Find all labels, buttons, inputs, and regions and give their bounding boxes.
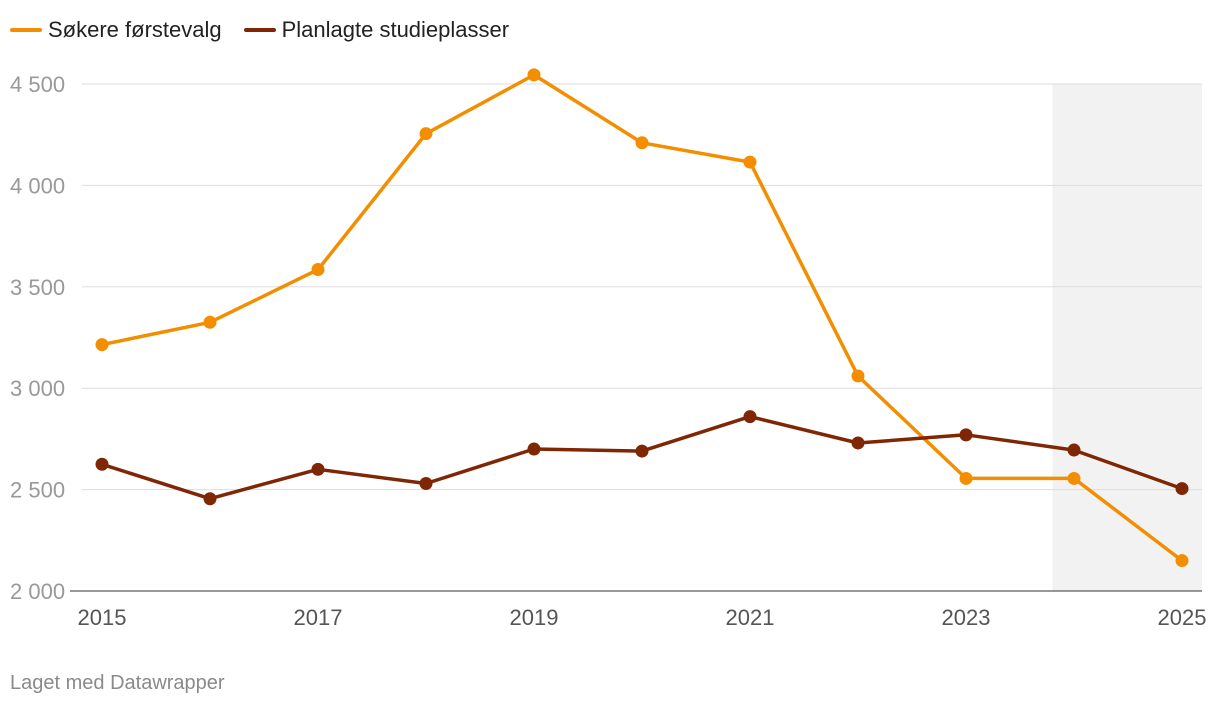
data-point-series-1 xyxy=(851,369,865,383)
y-tick-label: 3 500 xyxy=(10,275,65,300)
y-tick-label: 2 000 xyxy=(10,579,65,604)
data-point-series-1 xyxy=(203,315,217,329)
x-tick-label: 2015 xyxy=(78,605,127,630)
highlight-region xyxy=(1052,84,1202,591)
data-point-series-1 xyxy=(1067,471,1081,485)
y-tick-label: 2 500 xyxy=(10,478,65,503)
data-point-series-2 xyxy=(959,428,973,442)
data-point-series-1 xyxy=(527,68,541,82)
data-point-series-2 xyxy=(851,436,865,450)
x-tick-label: 2025 xyxy=(1158,605,1207,630)
data-point-series-2 xyxy=(635,444,649,458)
y-tick-label: 3 000 xyxy=(10,376,65,401)
legend-item-studieplasser: Planlagte studieplasser xyxy=(243,17,510,43)
legend-label-sokere: Søkere førstevalg xyxy=(48,17,222,42)
data-point-series-2 xyxy=(419,477,433,491)
x-tick-label: 2019 xyxy=(510,605,559,630)
data-point-series-2 xyxy=(203,492,217,506)
data-point-series-2 xyxy=(527,442,541,456)
x-tick-label: 2017 xyxy=(294,605,343,630)
data-point-series-2 xyxy=(311,462,325,476)
data-point-series-2 xyxy=(95,457,109,471)
data-point-series-1 xyxy=(311,263,325,277)
data-point-series-1 xyxy=(1175,554,1189,568)
data-point-series-1 xyxy=(635,136,649,150)
y-tick-label: 4 000 xyxy=(10,173,65,198)
legend-swatch-studieplasser xyxy=(243,28,276,32)
legend-swatch-sokere xyxy=(10,28,42,32)
data-point-series-2 xyxy=(1175,482,1189,496)
x-tick-label: 2021 xyxy=(726,605,775,630)
footer-credit: Laget med Datawrapper xyxy=(10,672,225,694)
data-point-series-1 xyxy=(959,471,973,485)
series-line-2 xyxy=(100,414,1184,501)
data-point-series-1 xyxy=(419,127,433,141)
data-point-series-2 xyxy=(743,410,757,424)
data-point-series-2 xyxy=(1067,443,1081,457)
legend-item-sokere: Søkere førstevalg xyxy=(10,17,222,43)
legend-label-studieplasser: Planlagte studieplasser xyxy=(281,17,510,42)
x-tick-label: 2023 xyxy=(942,605,991,630)
data-point-series-1 xyxy=(743,155,757,169)
chart-legend: Søkere førstevalg Planlagte studieplasse… xyxy=(10,16,509,44)
line-chart: 2 000 2 500 3 000 3 500 4 000 4 500 2015 2017 20… xyxy=(10,68,1207,630)
data-point-series-1 xyxy=(95,338,109,352)
y-tick-label: 4 500 xyxy=(10,72,65,97)
